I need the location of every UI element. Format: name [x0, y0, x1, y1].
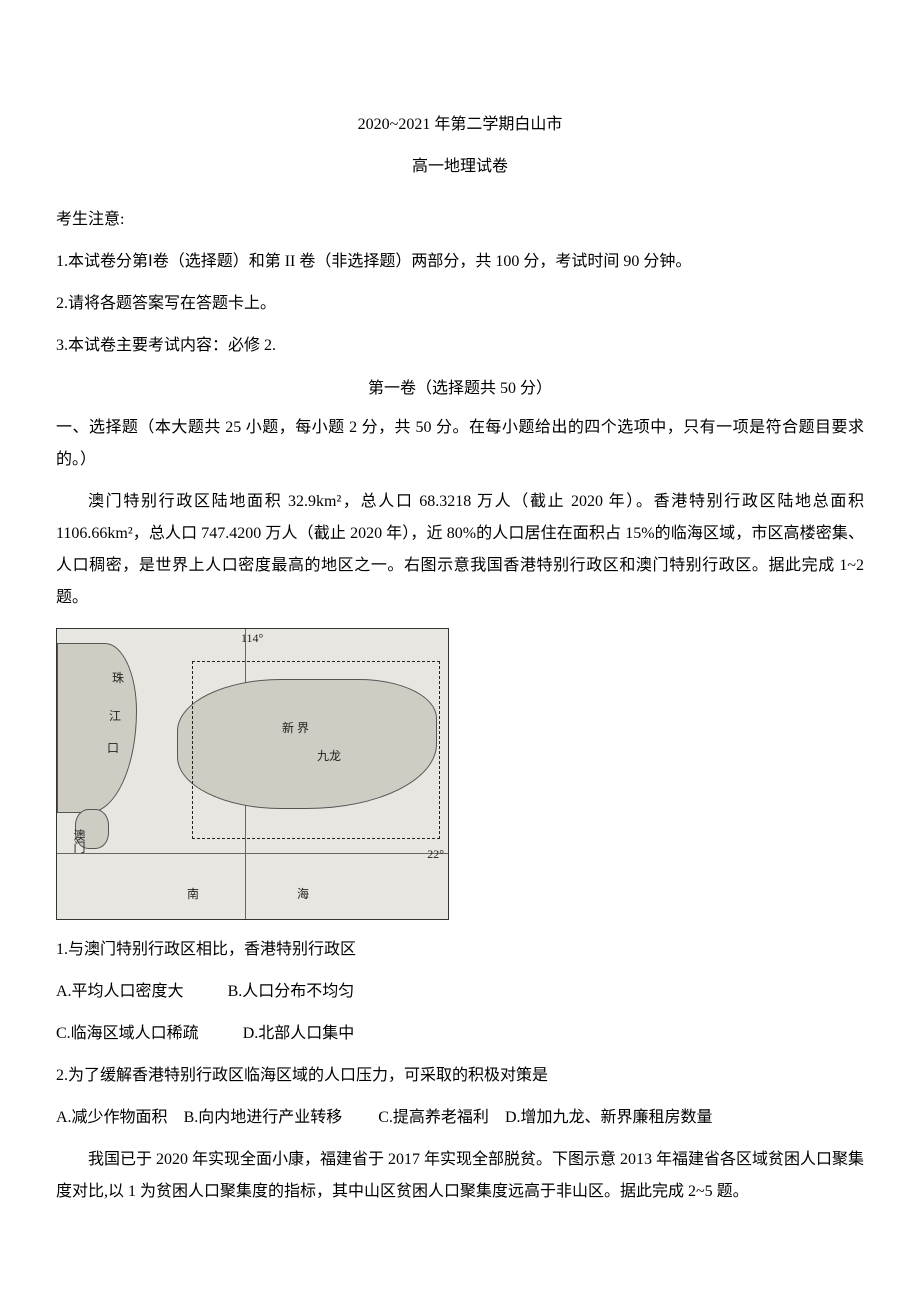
notice-item-2: 2.请将各题答案写在答题卡上。: [56, 288, 864, 320]
q2-options-row: A.减少作物面积 B.向内地进行产业转移 C.提高养老福利 D.增加九龙、新界廉…: [56, 1102, 864, 1134]
q1-options-row2: C.临海区域人口稀疏 D.北部人口集中: [56, 1018, 864, 1050]
map-label-lat: 22°: [427, 847, 444, 862]
q1-option-b: B.人口分布不均匀: [228, 976, 355, 1008]
doc-title: 2020~2021 年第二学期白山市: [56, 110, 864, 134]
notice-item-3: 3.本试卷主要考试内容：必修 2.: [56, 330, 864, 362]
map-label-jiulong: 九龙: [317, 747, 341, 764]
map-label-zhu: 珠: [112, 669, 124, 686]
map-figure: 114° 22° 珠 江 口 澳门 新 界 九龙 南 海: [56, 628, 449, 920]
q2-stem: 2.为了缓解香港特别行政区临海区域的人口压力，可采取的积极对策是: [56, 1060, 864, 1092]
map-label-lon: 114°: [241, 631, 263, 646]
map-label-hai: 海: [297, 885, 309, 902]
section1-title: 第一卷（选择题共 50 分）: [56, 374, 864, 398]
q1-stem: 1.与澳门特别行政区相比，香港特别行政区: [56, 934, 864, 966]
passage2-text: 我国已于 2020 年实现全面小康，福建省于 2017 年实现全部脱贫。下图示意…: [56, 1144, 864, 1208]
q2-option-c: C.提高养老福利: [378, 1102, 489, 1134]
map-label-kou: 口: [107, 739, 119, 756]
map-hk-boundary: [192, 661, 440, 839]
map-inner: 114° 22° 珠 江 口 澳门 新 界 九龙 南 海: [57, 629, 448, 919]
q2-option-a: A.减少作物面积: [56, 1102, 168, 1134]
section1-instruction: 一、选择题（本大题共 25 小题，每小题 2 分，共 50 分。在每小题给出的四…: [56, 412, 864, 476]
q1-option-a: A.平均人口密度大: [56, 976, 184, 1008]
map-label-xinjie: 新 界: [282, 719, 309, 736]
notice-item-1: 1.本试卷分第Ⅰ卷（选择题）和第 II 卷（非选择题）两部分，共 100 分，考…: [56, 246, 864, 278]
q1-options-row1: A.平均人口密度大 B.人口分布不均匀: [56, 976, 864, 1008]
map-label-nan: 南: [187, 885, 199, 902]
q1-option-d: D.北部人口集中: [243, 1018, 355, 1050]
map-land-west: [57, 643, 137, 813]
map-label-jiang: 江: [109, 707, 121, 724]
notice-heading: 考生注意:: [56, 204, 864, 236]
passage1-text: 澳门特别行政区陆地面积 32.9km²，总人口 68.3218 万人（截止 20…: [56, 486, 864, 614]
q1-option-c: C.临海区域人口稀疏: [56, 1018, 199, 1050]
q2-option-d: D.增加九龙、新界廉租房数量: [505, 1102, 713, 1134]
q2-option-b: B.向内地进行产业转移: [184, 1102, 343, 1134]
doc-subtitle: 高一地理试卷: [56, 152, 864, 176]
map-label-aomen: 澳门: [71, 829, 88, 853]
